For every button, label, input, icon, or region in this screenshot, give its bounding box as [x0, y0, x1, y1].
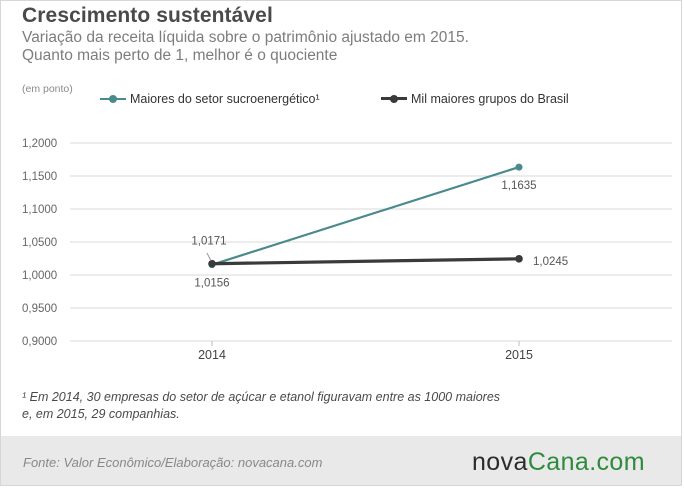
legend-swatch-brasil: [381, 91, 407, 107]
y-tick-label: 1,1000: [22, 204, 57, 216]
source-credit: Fonte: Valor Econômico/Elaboração: novac…: [23, 455, 323, 470]
chart-subtitle: Variação da receita líquida sobre o patr…: [22, 29, 469, 65]
x-tick-label: 2014: [198, 348, 226, 362]
y-tick-label: 0,9500: [22, 303, 57, 315]
y-tick-label: 1,0000: [22, 270, 57, 282]
unit-label: (em ponto): [22, 83, 73, 95]
y-tick-label: 0,9000: [22, 336, 57, 348]
legend-item-setor: Maiores do setor sucroenergético¹: [100, 91, 320, 107]
data-point: [515, 163, 523, 171]
logo-part-cana: Cana: [527, 448, 590, 476]
series-line: [210, 165, 521, 266]
footer-bar: Fonte: Valor Econômico/Elaboração: novac…: [1, 436, 681, 485]
legend-item-brasil: Mil maiores grupos do Brasil: [381, 91, 569, 107]
footnote-line-2: e, em 2015, 29 companhias.: [22, 407, 180, 421]
legend-label-brasil: Mil maiores grupos do Brasil: [411, 92, 569, 106]
data-point: [515, 255, 523, 263]
data-label: 1,0171: [191, 236, 226, 248]
footnote: ¹ Em 2014, 30 empresas do setor de açúca…: [22, 389, 552, 423]
label-leader: [206, 252, 212, 261]
logo-part-com: .com: [589, 448, 645, 476]
data-label: 1,1635: [501, 180, 536, 192]
data-label: 1,0245: [533, 256, 568, 268]
subtitle-line-1: Variação da receita líquida sobre o patr…: [22, 29, 469, 46]
subtitle-line-2: Quanto mais perto de 1, melhor é o quoci…: [22, 47, 338, 64]
logo-part-nova: nova: [472, 448, 528, 476]
data-label: 1,0156: [194, 278, 229, 290]
novacana-logo: novaCana.com: [472, 448, 645, 477]
y-tick-label: 1,2000: [22, 138, 57, 150]
series-line: [210, 257, 521, 266]
chart-title: Crescimento sustentável: [22, 4, 273, 27]
x-tick-label: 2015: [505, 348, 533, 362]
y-tick-label: 1,1500: [22, 171, 57, 183]
y-tick-label: 1,0500: [22, 237, 57, 249]
legend-label-setor: Maiores do setor sucroenergético¹: [130, 92, 320, 106]
footnote-line-1: ¹ Em 2014, 30 empresas do setor de açúca…: [22, 390, 501, 404]
data-point: [208, 259, 216, 268]
legend-swatch-setor: [100, 91, 126, 107]
